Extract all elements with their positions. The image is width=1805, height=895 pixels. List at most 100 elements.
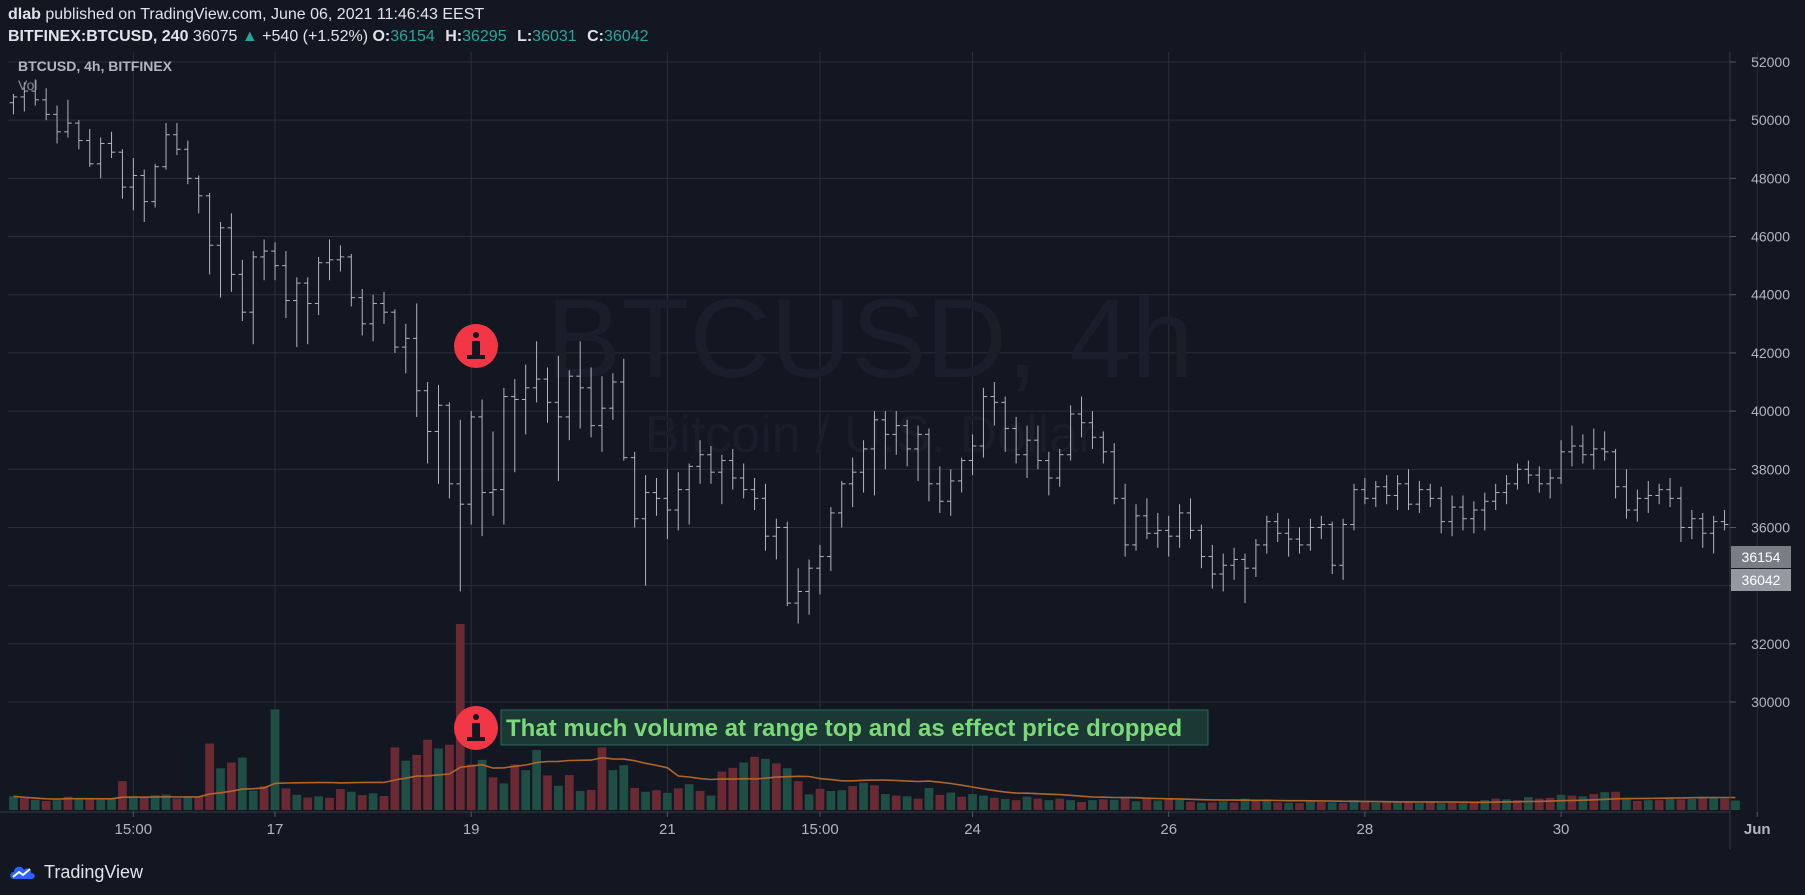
price-chart[interactable]: BTCUSD, 4h Bitcoin / U.S. Dollar 30000 32… xyxy=(0,52,1805,850)
volume-bar xyxy=(390,747,400,810)
x-tick-label: 17 xyxy=(267,821,284,838)
volume-bar xyxy=(554,785,563,810)
ohlc-bar xyxy=(1600,431,1609,461)
volume-bar xyxy=(1229,802,1239,810)
volume-bar xyxy=(270,709,280,810)
ohlc-bar xyxy=(1666,478,1674,508)
ohlc-bar xyxy=(881,411,890,470)
footer: TradingView xyxy=(0,850,1805,895)
volume-bar xyxy=(216,768,225,810)
ohlc-bar xyxy=(140,169,149,222)
volume-bar xyxy=(1556,794,1566,810)
x-tick-label: 26 xyxy=(1160,821,1177,838)
volume-bar xyxy=(1022,796,1032,810)
note-marker[interactable]: That much volume at range top and as eff… xyxy=(454,706,1209,750)
volume-bar xyxy=(248,790,258,810)
ohlc-bar xyxy=(31,79,40,106)
ohlc-bar xyxy=(1219,553,1228,592)
ohlc-bar xyxy=(118,149,127,199)
volume-bar xyxy=(891,795,901,810)
ohlc-bar xyxy=(293,277,301,348)
ohlc-bar xyxy=(53,105,61,144)
info-icon-stem xyxy=(472,341,480,358)
legend-series-title[interactable]: BTCUSD, 4h, BITFINEX xyxy=(18,58,173,74)
ohlc-bar xyxy=(1197,524,1206,569)
ohlc-bar xyxy=(946,469,955,516)
ohlc-bar xyxy=(1644,480,1653,513)
volume-bar xyxy=(1207,802,1217,810)
ohlc-bar xyxy=(336,245,345,272)
volume-bar xyxy=(1698,798,1708,810)
volume-bar xyxy=(194,797,204,810)
y-tick-label: 30000 xyxy=(1751,694,1790,710)
volume-bar xyxy=(793,781,803,810)
ohlc-bar xyxy=(401,323,410,374)
volume-bar xyxy=(1545,797,1555,810)
publish-line: dlab published on TradingView.com, June … xyxy=(8,6,484,24)
info-marker[interactable] xyxy=(454,324,498,368)
ohlc-bar xyxy=(1720,510,1729,531)
volume-bar xyxy=(1458,803,1468,810)
volume-bar xyxy=(74,798,84,810)
volume-bar xyxy=(772,763,781,810)
ohlc-bar xyxy=(1568,425,1576,467)
ohlc-bar xyxy=(249,251,258,345)
volume-bar xyxy=(1578,796,1588,810)
ohlc-bar xyxy=(456,419,465,592)
ohlc-bar xyxy=(500,387,508,525)
volume-bar xyxy=(1044,800,1054,810)
ohlc-bar xyxy=(652,478,661,516)
ohlc-bar xyxy=(358,288,367,336)
ohlc-bar xyxy=(685,463,693,525)
volume-bar xyxy=(9,796,18,810)
volume-bar xyxy=(1371,802,1381,810)
ohlc-bar xyxy=(314,256,323,316)
volume-bar xyxy=(1491,798,1501,810)
volume-bar xyxy=(1415,803,1424,810)
ohlc-bar xyxy=(598,376,606,452)
volume-bar xyxy=(946,792,956,810)
ohlc-bar xyxy=(1655,483,1663,505)
ohlc-bar xyxy=(1611,448,1620,499)
ohlc-bar xyxy=(641,475,650,586)
volume-bar xyxy=(1000,798,1010,810)
ohlc-bar xyxy=(532,341,541,403)
tradingview-logo[interactable]: TradingView xyxy=(8,860,143,884)
volume-bar xyxy=(695,791,705,810)
ohlc-bar xyxy=(1284,518,1293,557)
ohlc-bar xyxy=(1459,495,1467,531)
ohlc-bar xyxy=(1339,518,1347,580)
note-box[interactable] xyxy=(500,709,1209,746)
volume-bar xyxy=(826,791,836,810)
volume-bar xyxy=(859,782,868,810)
ohlc-bar xyxy=(216,222,225,298)
x-tick-label: 15:00 xyxy=(801,821,839,838)
volume-bar xyxy=(913,798,923,810)
ohlc-open-value: 36154 xyxy=(390,28,435,45)
y-tick-label: 48000 xyxy=(1751,170,1790,186)
ohlc-bar xyxy=(1513,463,1522,490)
ohlc-bar xyxy=(85,128,94,167)
y-tick-label: 32000 xyxy=(1751,636,1790,652)
volume-bar xyxy=(1262,800,1272,810)
ohlc-bar xyxy=(761,483,770,551)
volume-bar xyxy=(1131,801,1141,810)
ohlc-bar xyxy=(1709,515,1718,554)
ohlc-bar xyxy=(9,94,18,115)
ohlc-bar xyxy=(1143,498,1151,540)
volume-bar xyxy=(19,798,29,810)
volume-bar xyxy=(1316,802,1326,810)
volume-bar xyxy=(1327,802,1337,810)
volume-bar xyxy=(848,786,858,810)
ohlc-bar xyxy=(42,88,50,121)
ohlc-high-label: H: xyxy=(445,28,463,45)
watermark-title: BTCUSD, 4h xyxy=(546,276,1193,401)
author-name[interactable]: dlab xyxy=(8,6,41,23)
legend-volume-label[interactable]: Vol xyxy=(18,77,37,93)
x-tick-label: 30 xyxy=(1553,821,1570,838)
volume-bar xyxy=(477,759,487,810)
volume-bar xyxy=(1393,801,1402,810)
chart-legend: BTCUSD, 4h, BITFINEX Vol xyxy=(18,58,173,93)
volume-bar xyxy=(684,784,694,810)
